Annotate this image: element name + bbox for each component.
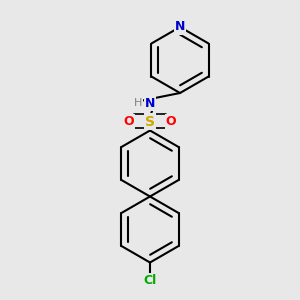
Text: N: N — [175, 20, 185, 34]
Text: Cl: Cl — [143, 274, 157, 287]
Text: N: N — [145, 97, 155, 110]
Text: O: O — [124, 115, 134, 128]
Text: O: O — [166, 115, 176, 128]
Text: H: H — [134, 98, 142, 109]
Text: S: S — [145, 115, 155, 128]
